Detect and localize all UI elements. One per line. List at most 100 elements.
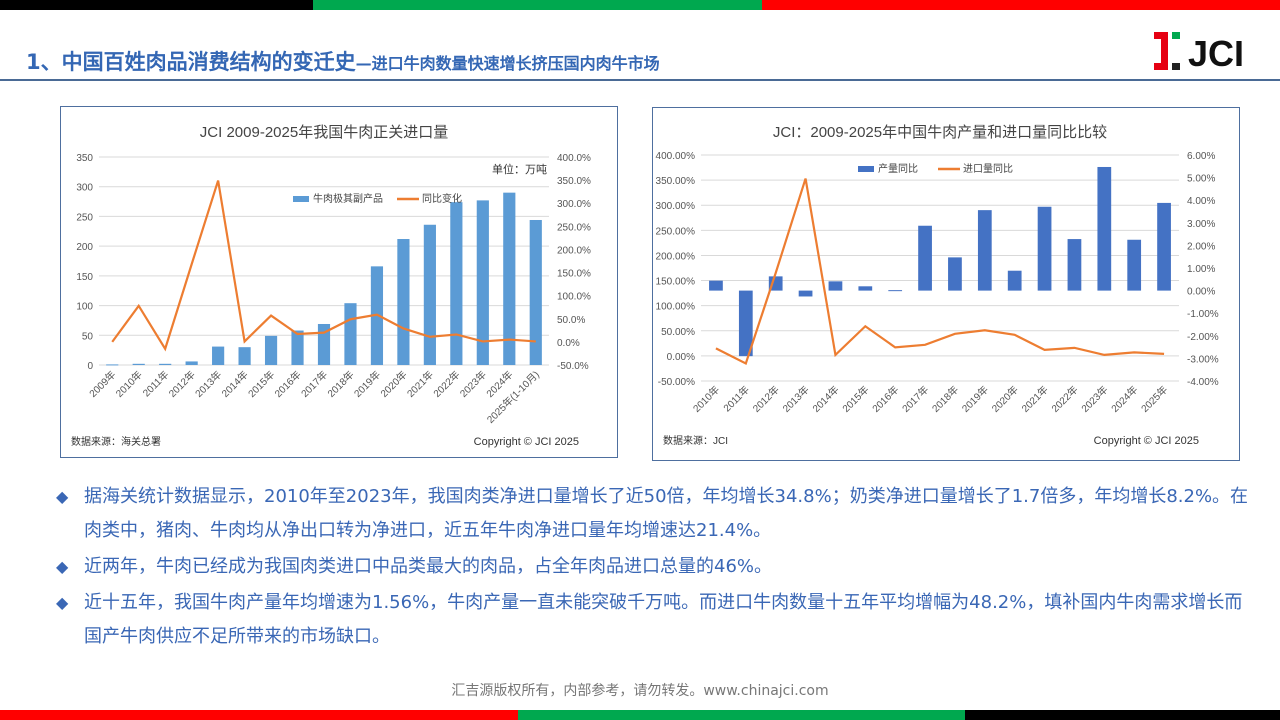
left-axis-tick: -50.00% — [658, 377, 695, 388]
right-axis-tick: 0.00% — [1187, 287, 1215, 298]
title-sub: —进口牛肉数量快速增长挤压国内肉牛市场 — [355, 54, 660, 73]
bar-2011年 — [159, 363, 172, 365]
bottom-stripe-red — [0, 710, 518, 720]
chart-yoy-comparison-svg: JCI：2009-2025年中国牛肉产量和进口量同比比较 -50.00% 0.00%… — [656, 123, 1219, 447]
bar-2018年 — [948, 257, 962, 291]
left-axis-tick: 350.00% — [656, 176, 696, 187]
left-axis-tick: 400.00% — [656, 151, 696, 162]
left-axis-tick: 0 — [87, 361, 93, 372]
category-label: 2009年 — [86, 368, 118, 400]
line-series — [111, 180, 536, 352]
category-label: 2023年 — [1078, 383, 1110, 415]
legend-line-label: 同比变化 — [422, 192, 462, 205]
bullet-text: 据海关统计数据显示，2010年至2023年，我国肉类净进口量增长了近50倍，年均… — [84, 486, 1249, 541]
chart-beef-imports: JCI 2009-2025年我国牛肉正关进口量 0 50 100 150 200 250 30… — [60, 106, 618, 458]
chart-title: JCI 2009-2025年我国牛肉正关进口量 — [200, 124, 448, 141]
title-main: 1、中国百姓肉品消费结构的变迁史 — [26, 50, 356, 74]
copyright-label: Copyright © JCI 2025 — [474, 436, 579, 448]
right-axis-tick: -2.00% — [1187, 332, 1219, 343]
right-axis-tick: -4.00% — [1187, 377, 1219, 388]
legend-bar-swatch — [293, 196, 309, 202]
left-axis-tick: 300 — [76, 183, 93, 194]
bar-2025年 — [1157, 202, 1171, 291]
bullet-item: ◆ 据海关统计数据显示，2010年至2023年，我国肉类净进口量增长了近50倍，年… — [52, 480, 1252, 548]
diamond-bullet-icon: ◆ — [56, 487, 69, 506]
left-axis-tick: 300.00% — [656, 201, 696, 212]
category-label: 2012年 — [750, 383, 782, 415]
unit-label: 单位：万吨 — [492, 162, 547, 176]
right-axis-tick: -1.00% — [1187, 309, 1219, 320]
right-axis-tick: 300.0% — [557, 199, 591, 210]
copyright-label: Copyright © JCI 2025 — [1094, 435, 1199, 447]
right-axis-tick: 250.0% — [557, 222, 591, 233]
bar-2024年 — [1127, 239, 1142, 291]
legend-line-label: 进口量同比 — [963, 163, 1013, 175]
right-axis-tick: 6.00% — [1187, 151, 1215, 162]
category-label: 2019年 — [351, 368, 383, 400]
bar-2013年 — [212, 346, 225, 365]
bullet-text: 近两年，牛肉已经成为我国肉类进口中品类最大的肉品，占全年肉品进口总量的46%。 — [84, 556, 773, 577]
category-label: 2017年 — [298, 368, 330, 400]
category-label: 2018年 — [929, 383, 961, 415]
category-label: 2014年 — [219, 368, 251, 400]
bar-2013年 — [798, 290, 813, 297]
category-label: 2025年 — [1138, 383, 1170, 415]
bar-2025年(1-10月) — [529, 219, 542, 365]
bullet-item: ◆ 近两年，牛肉已经成为我国肉类进口中品类最大的肉品，占全年肉品进口总量的46%。 — [52, 550, 1252, 584]
bottom-stripe-green — [518, 710, 965, 720]
category-label: 2016年 — [869, 383, 901, 415]
right-axis-tick: 100.0% — [557, 292, 591, 303]
left-axis-tick: 250.00% — [656, 226, 696, 237]
category-label: 2016年 — [272, 368, 304, 400]
category-label: 2022年 — [1049, 383, 1081, 415]
bar-2016年 — [888, 290, 903, 292]
category-label: 2011年 — [140, 368, 171, 399]
left-axis-tick: 100 — [76, 302, 93, 313]
right-axis-tick: 2.00% — [1187, 241, 1215, 252]
category-label: 2023年 — [457, 368, 489, 400]
bar-2011年 — [738, 290, 753, 357]
right-axis-tick: 0.0% — [557, 338, 580, 349]
left-axis-tick: 0.00% — [667, 352, 695, 363]
left-axis-tick: 250 — [76, 212, 93, 223]
left-axis-tick: 50 — [82, 331, 94, 342]
bar-2015年 — [264, 335, 278, 365]
category-label: 2013年 — [192, 368, 224, 400]
bar-2014年 — [238, 347, 251, 365]
category-label: 2024年 — [1108, 383, 1140, 415]
legend-bar-label: 产量同比 — [878, 162, 918, 175]
bar-2022年 — [1067, 239, 1082, 291]
bar-2012年 — [185, 361, 198, 365]
bar-2015年 — [858, 286, 873, 291]
right-axis-tick: 200.0% — [557, 245, 591, 256]
chart-yoy-comparison: JCI：2009-2025年中国牛肉产量和进口量同比比较 -50.00% 0.00%… — [652, 107, 1240, 461]
top-stripe-green — [313, 0, 762, 10]
category-label: 2018年 — [325, 368, 357, 400]
footer-copyright: 汇吉源版权所有，内部参考，请勿转发。www.chinajci.com — [451, 683, 829, 699]
category-label: 2022年 — [430, 368, 462, 400]
left-axis-tick: 150 — [76, 272, 93, 283]
category-label: 2017年 — [899, 383, 931, 415]
category-label: 2011年 — [720, 383, 751, 414]
bottom-stripe-black — [965, 710, 1280, 720]
right-axis-tick: 5.00% — [1187, 174, 1215, 185]
legend-bar-swatch — [858, 166, 874, 172]
bullet-item: ◆ 近十五年，我国牛肉产量年均增速为1.56%，牛肉产量一直未能突破千万吨。而进口… — [52, 586, 1252, 654]
right-axis-tick: 150.0% — [557, 269, 591, 280]
top-stripe-black — [0, 0, 313, 10]
category-label: 2015年 — [839, 383, 871, 415]
left-axis-tick: 100.00% — [656, 302, 696, 313]
left-axis-tick: 200.00% — [656, 251, 696, 262]
left-axis-tick: 50.00% — [661, 327, 695, 338]
diamond-bullet-icon: ◆ — [56, 593, 69, 612]
diamond-bullet-icon: ◆ — [56, 557, 69, 576]
svg-text:JCI: JCI — [1188, 33, 1244, 72]
category-label: 2015年 — [245, 368, 277, 400]
bar-2020年 — [1007, 270, 1022, 291]
category-label: 2013年 — [780, 383, 812, 415]
chart-title: JCI：2009-2025年中国牛肉产量和进口量同比比较 — [773, 123, 1107, 141]
category-label: 2012年 — [166, 368, 198, 400]
bar-2017年 — [317, 323, 331, 365]
bar-2021年 — [423, 224, 436, 365]
category-label: 2019年 — [959, 383, 991, 415]
